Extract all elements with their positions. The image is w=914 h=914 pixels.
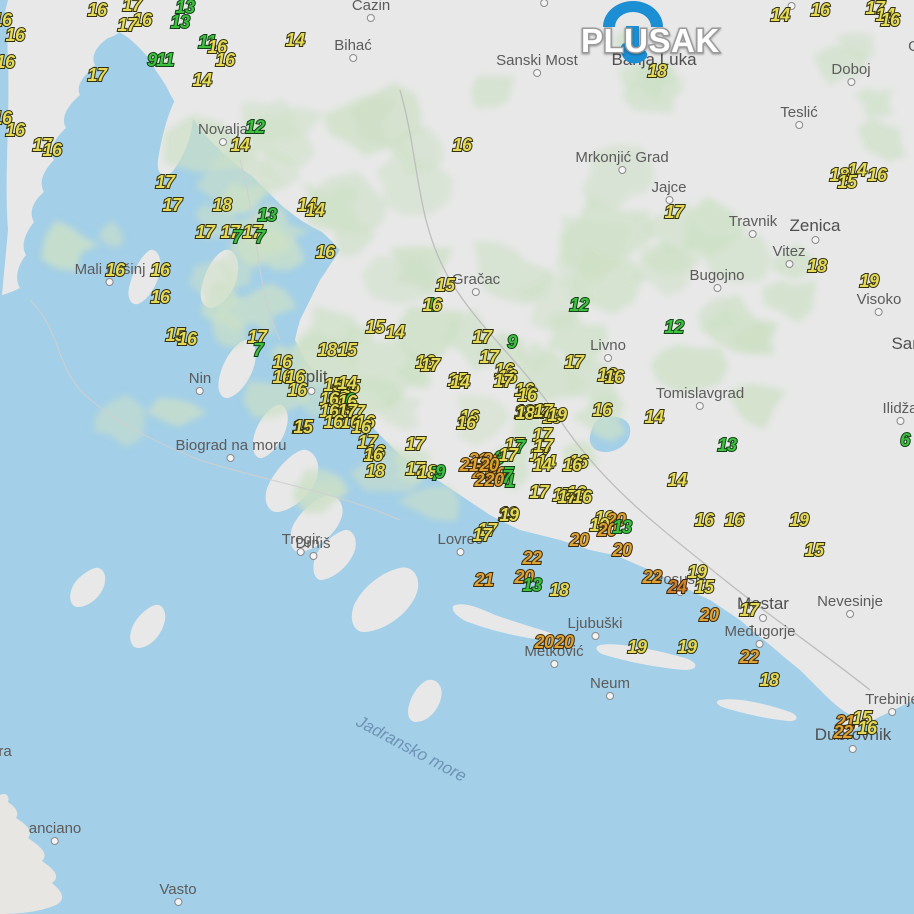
- svg-text:Jadransko more: Jadransko more: [352, 711, 469, 785]
